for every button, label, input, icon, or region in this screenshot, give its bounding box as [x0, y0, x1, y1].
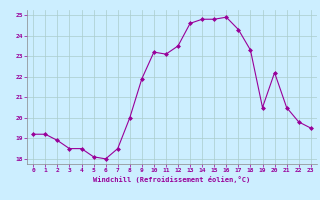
- X-axis label: Windchill (Refroidissement éolien,°C): Windchill (Refroidissement éolien,°C): [93, 176, 251, 183]
